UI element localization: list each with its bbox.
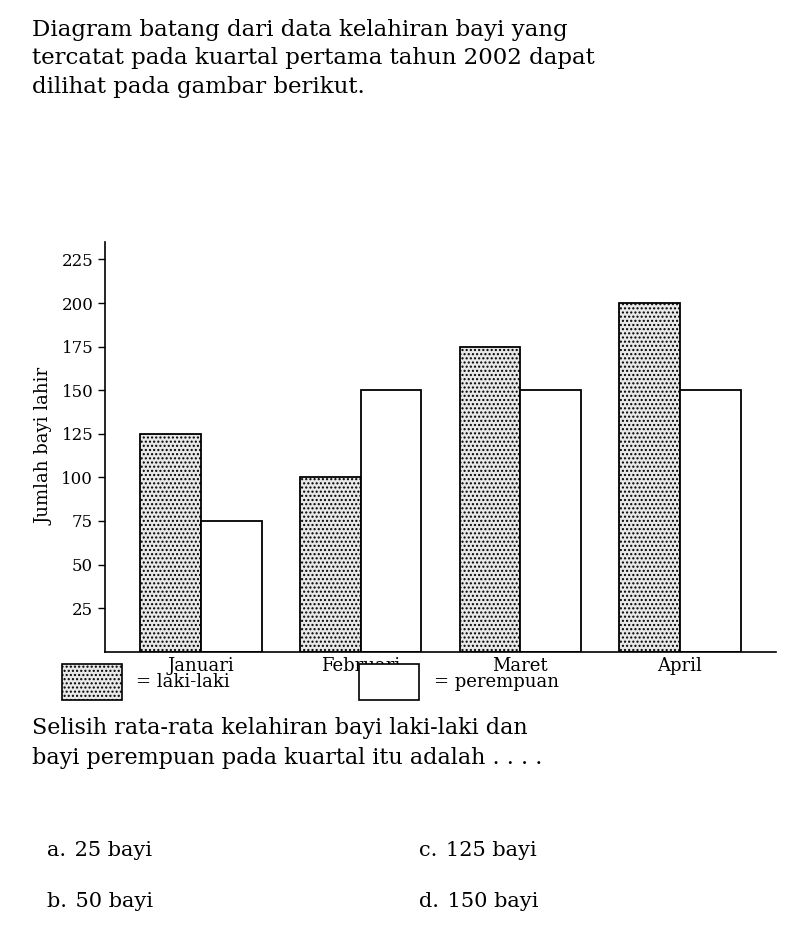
Y-axis label: Jumlah bayi lahir: Jumlah bayi lahir [35,369,53,525]
Bar [619,304,680,652]
Bar [460,346,520,652]
Text: = perempuan: = perempuan [434,673,559,691]
Text: a.    25 bayi: a. 25 bayi [47,841,153,860]
Bar [140,434,201,652]
Text: Diagram batang dari data kelahiran bayi yang
tercatat pada kuartal pertama tahun: Diagram batang dari data kelahiran bayi … [32,19,595,98]
Text: Selisih rata-rata kelahiran bayi laki-laki dan
bayi perempuan pada kuartal itu a: Selisih rata-rata kelahiran bayi laki-la… [32,717,543,769]
Text: = laki-laki: = laki-laki [137,673,230,691]
Text: c.    125 bayi: c. 125 bayi [419,841,537,860]
Bar [201,521,262,652]
Bar [680,390,741,652]
Text: d.    150 bayi: d. 150 bayi [419,893,538,911]
Bar [360,390,421,652]
Bar [300,478,360,652]
Bar [520,390,581,652]
Text: b.    50 bayi: b. 50 bayi [47,893,154,911]
FancyBboxPatch shape [360,664,419,700]
FancyBboxPatch shape [62,664,121,700]
